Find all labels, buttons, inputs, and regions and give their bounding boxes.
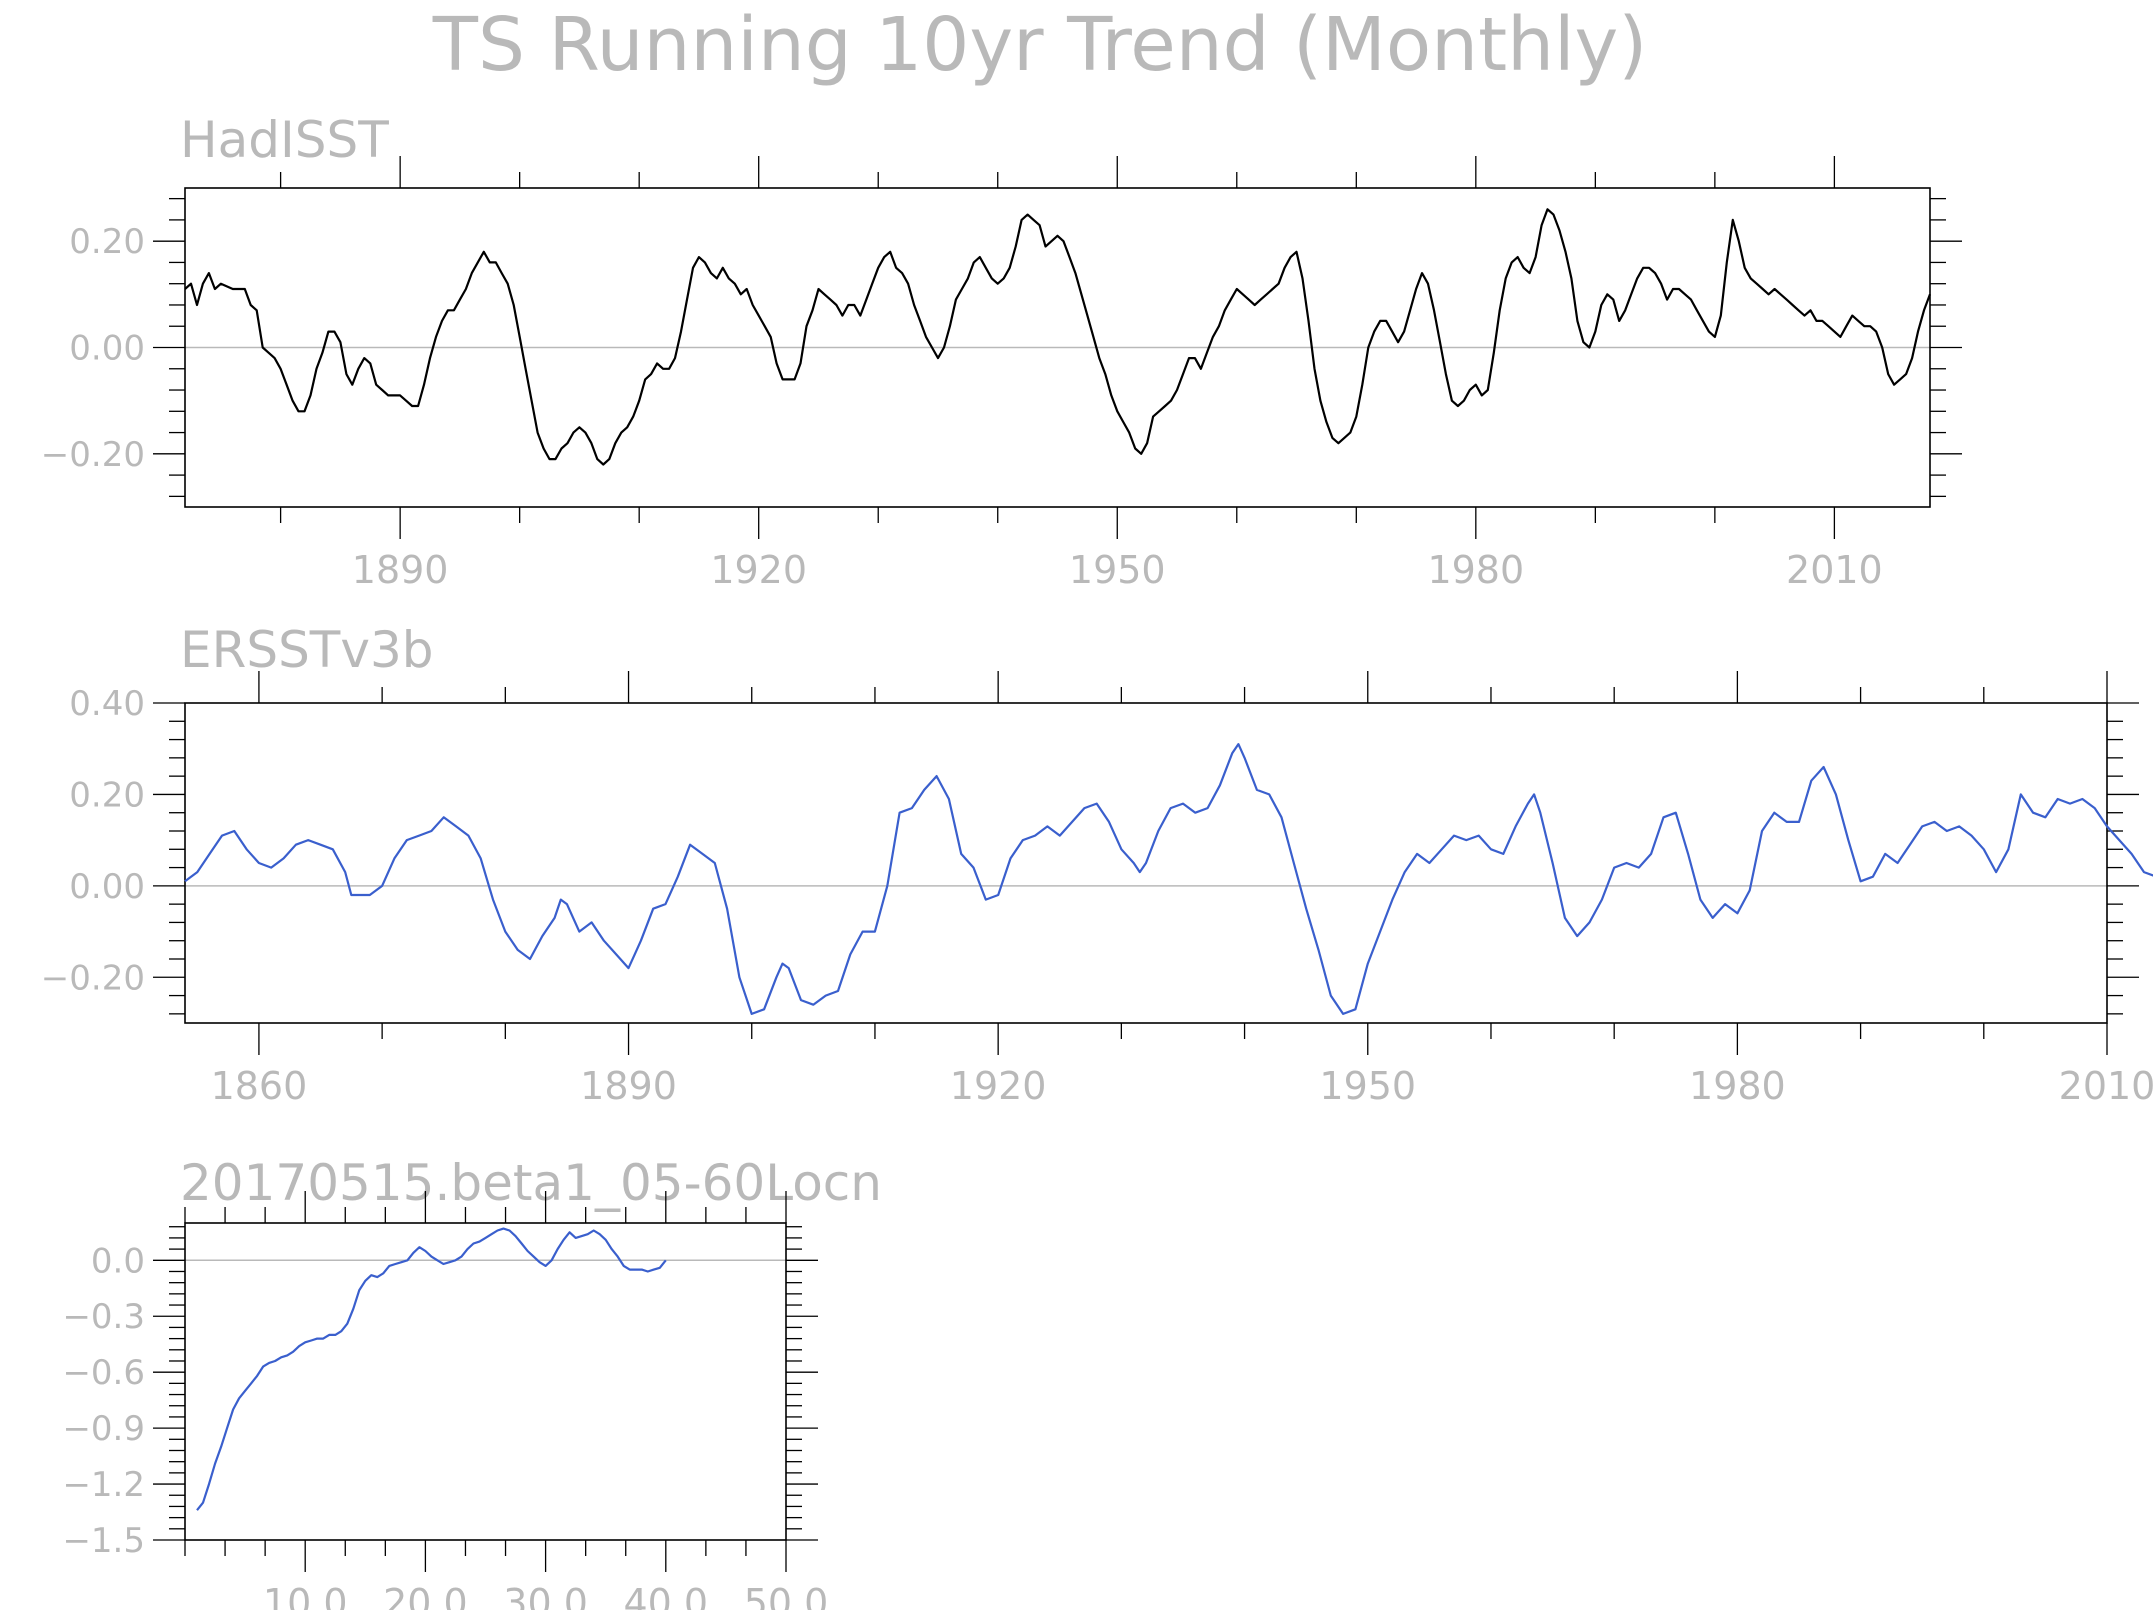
x-tick-label: 20.0 (383, 1581, 468, 1610)
y-tick-label: 0.0 (91, 1241, 145, 1281)
y-tick-label: −0.6 (62, 1353, 145, 1393)
panel-title-hadisst: HadISST (180, 111, 389, 169)
y-tick-label: −0.20 (41, 958, 145, 998)
main-title: TS Running 10yr Trend (Monthly) (432, 2, 1647, 88)
x-tick-label: 1950 (1069, 548, 1166, 592)
x-tick-label: 1920 (710, 548, 807, 592)
y-tick-label: 0.00 (69, 867, 145, 907)
y-tick-label: 0.00 (69, 329, 145, 369)
x-tick-label: 50.0 (744, 1581, 829, 1610)
series-line (184, 208, 1932, 466)
plot-frame (184, 702, 2108, 1024)
x-tick-label: 1890 (352, 548, 449, 592)
panel-ersst: ERSSTv3b 0.40 0.20 0.00 −0.20 1860 1890 1920 19… (41, 621, 2153, 1108)
panel-title-model: 20170515.beta1_05-60Locn (180, 1154, 882, 1212)
y-tick-label: −1.2 (62, 1465, 145, 1505)
y-tick-label: 0.20 (69, 775, 145, 815)
x-tick-label: 1980 (1427, 548, 1524, 592)
panel-title-ersst: ERSSTv3b (180, 621, 434, 679)
x-tick-label: 40.0 (623, 1581, 708, 1610)
x-tick-label: 1890 (580, 1064, 677, 1108)
x-tick-label: 10.0 (263, 1581, 348, 1610)
plot-frame (184, 1222, 787, 1541)
x-tick-label: 1860 (211, 1064, 308, 1108)
y-tick-label: −1.5 (62, 1521, 145, 1561)
series-line (196, 1227, 667, 1511)
x-tick-label: 1950 (1319, 1064, 1416, 1108)
y-tick-label: 0.40 (69, 684, 145, 724)
panel-hadisst: HadISST 0.20 0.00 −0.20 1890 1920 1950 1980 201… (41, 111, 1962, 592)
series-line (184, 743, 2153, 1015)
panel-model: 20170515.beta1_05-60Locn 0.0 −0.3 −0.6 −0.9… (62, 1154, 882, 1610)
y-tick-label: −0.3 (62, 1297, 145, 1337)
y-tick-label: −0.20 (41, 435, 145, 475)
x-tick-label: 2010 (1786, 548, 1883, 592)
x-tick-label: 2010 (2059, 1064, 2153, 1108)
y-tick-label: −0.9 (62, 1409, 145, 1449)
x-tick-label: 1980 (1689, 1064, 1786, 1108)
x-tick-label: 1920 (950, 1064, 1047, 1108)
y-tick-label: 0.20 (69, 222, 145, 262)
x-tick-label: 30.0 (503, 1581, 588, 1610)
